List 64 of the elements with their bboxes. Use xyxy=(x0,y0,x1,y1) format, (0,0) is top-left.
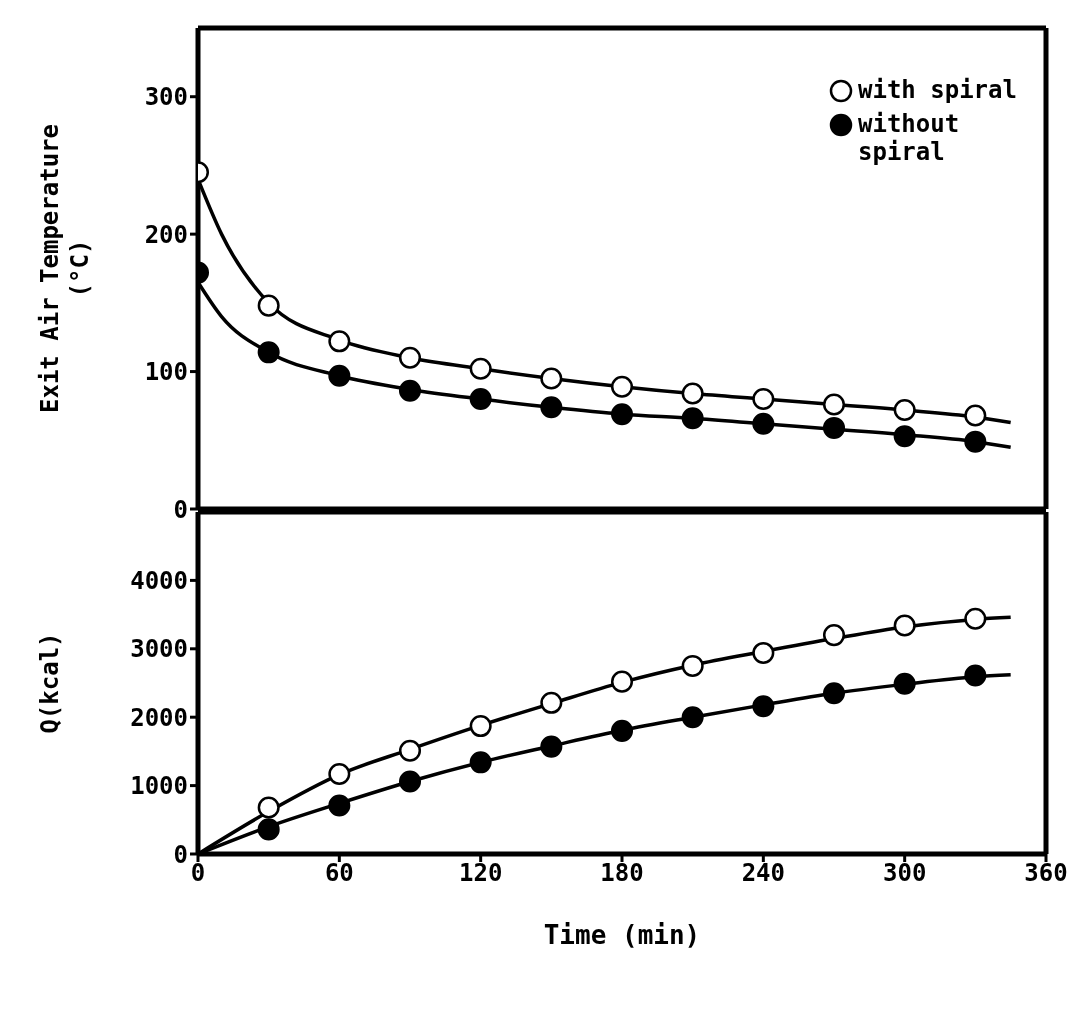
x-tick-label: 240 xyxy=(741,859,786,888)
point xyxy=(328,762,351,785)
point xyxy=(257,818,280,841)
point xyxy=(964,607,987,630)
point xyxy=(964,664,987,687)
y-axis-title: Exit Air Temperature (°C) xyxy=(36,124,94,413)
y-tick-label: 2000 xyxy=(130,703,188,732)
legend-label: with spiral xyxy=(858,76,1018,104)
point xyxy=(610,670,634,693)
x-axis-title: Time (min) xyxy=(543,920,701,950)
x-tick-label: 360 xyxy=(1024,859,1068,888)
point xyxy=(752,412,775,435)
point xyxy=(610,403,634,426)
point xyxy=(822,393,846,416)
point xyxy=(540,735,563,758)
point xyxy=(469,751,492,774)
point xyxy=(610,719,634,742)
point xyxy=(257,796,280,819)
point xyxy=(893,399,916,422)
y-tick-label: 4000 xyxy=(130,566,188,595)
point xyxy=(469,388,492,411)
point xyxy=(328,330,351,353)
y-tick-label: 200 xyxy=(144,220,188,249)
point xyxy=(469,715,492,738)
point xyxy=(398,739,422,762)
point xyxy=(752,695,775,718)
point xyxy=(681,706,704,729)
point xyxy=(610,375,634,398)
point xyxy=(822,624,846,647)
y-tick-label: 100 xyxy=(144,358,188,387)
point xyxy=(681,407,704,430)
point xyxy=(964,430,987,453)
point xyxy=(328,794,351,817)
y-tick-label: 300 xyxy=(144,83,188,112)
point xyxy=(398,346,422,369)
point xyxy=(964,404,987,427)
x-tick-label: 180 xyxy=(600,859,644,888)
point xyxy=(398,770,422,793)
y-tick-label: 1000 xyxy=(130,772,188,801)
point xyxy=(822,682,846,705)
point xyxy=(257,294,280,317)
point xyxy=(540,367,563,390)
point xyxy=(822,416,846,439)
point xyxy=(328,364,351,387)
x-tick-label: 60 xyxy=(324,859,354,888)
point xyxy=(540,691,563,714)
point xyxy=(893,425,916,448)
x-tick-label: 300 xyxy=(882,859,927,888)
point xyxy=(540,396,563,419)
point xyxy=(469,357,492,380)
legend-label: without spiral xyxy=(858,110,961,166)
y-axis-title: Q(kcal) xyxy=(36,632,64,734)
y-tick-label: 3000 xyxy=(130,635,188,664)
point xyxy=(752,388,775,411)
x-tick-label: 120 xyxy=(458,859,503,888)
y-tick-label: 0 xyxy=(173,840,188,869)
point xyxy=(681,654,704,677)
point xyxy=(398,379,422,402)
y-tick-label: 0 xyxy=(173,495,188,524)
point xyxy=(257,341,280,364)
point xyxy=(893,672,916,695)
point xyxy=(752,641,775,664)
point xyxy=(681,382,704,405)
point xyxy=(893,614,916,637)
